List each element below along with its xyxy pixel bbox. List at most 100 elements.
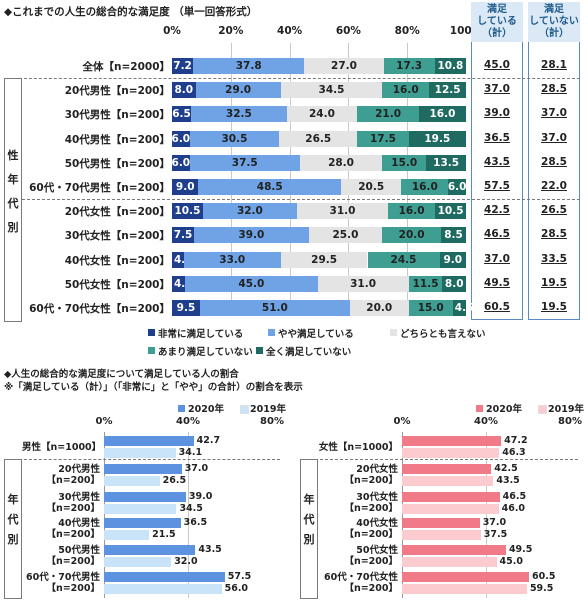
bar-segment: 7.2: [172, 58, 194, 74]
x-tick-label: 0%: [163, 25, 181, 37]
gridline: [407, 43, 409, 313]
bar-value-label: 34.1: [178, 447, 203, 458]
x-tick-label: 60%: [335, 25, 361, 37]
separator: [300, 459, 578, 460]
legend-label: 2019年: [548, 404, 584, 415]
bar-segment: 33.0: [183, 251, 281, 268]
summary-value: 37.0: [541, 131, 567, 144]
bar-value-label: 32.0: [174, 556, 198, 567]
x-tick-label: 40%: [474, 416, 498, 427]
separator: [22, 199, 580, 201]
group-box-age: [4, 459, 22, 599]
bar-value-label: 42.7: [196, 435, 221, 446]
bar-segment: 29.0: [195, 82, 281, 99]
legend-label: 2019年: [250, 404, 286, 415]
bar-segment: 24.5: [367, 251, 440, 268]
row-label: 60代・70代女性【n=200】: [29, 303, 170, 315]
bar-segment: 24.0: [286, 106, 358, 123]
bar-segment: 17.3: [383, 58, 435, 74]
summary-value: 28.5: [541, 228, 567, 241]
bar-value-label: 36.5: [183, 517, 208, 528]
chart-title: ◆これまでの人生の総合的な満足度 （単一回答形式）: [4, 6, 258, 18]
bar-value-label: 43.5: [496, 475, 520, 486]
group-label-age: 年 代 別: [303, 493, 315, 546]
bar-segment: 9.0: [172, 179, 199, 195]
legend-label: あまり満足していない: [158, 347, 253, 358]
bar-value-label: 46.0: [501, 503, 526, 514]
gridline: [348, 43, 350, 313]
bar-segment: 25.0: [308, 227, 383, 244]
gridline: [188, 432, 189, 598]
bar-segment: 15.0: [382, 154, 427, 171]
summary-header: 満足 している （計）: [477, 4, 517, 39]
summary-value: 33.5: [541, 252, 567, 265]
summary-value: 22.0: [541, 180, 567, 192]
bar-value-label: 39.0: [188, 491, 213, 502]
separator: [4, 78, 580, 80]
x-tick-label: 20%: [218, 25, 244, 37]
chart-title: ◆人生の総合的な満足度について満足している人の割合: [4, 369, 239, 380]
group-label-age: 年 代 別: [7, 493, 19, 546]
gridline: [230, 43, 232, 313]
legend-swatch: [268, 329, 275, 336]
summary-value: 37.0: [484, 83, 510, 96]
x-tick-label: 0%: [393, 416, 411, 427]
row-label: 女性【n=1000】: [318, 442, 398, 453]
bar: [402, 530, 481, 540]
bar: [104, 545, 196, 555]
legend-label: どちらとも言えない: [400, 329, 486, 340]
bar: [104, 436, 194, 446]
bar-value-label: 57.5: [227, 571, 252, 582]
bar-segment: 26.5: [279, 130, 358, 147]
bar-segment: 28.0: [299, 154, 383, 171]
bar-segment: 12.5: [429, 82, 466, 99]
row-label: 50代女性 【n=200】: [344, 545, 398, 567]
summary-value: 36.5: [484, 131, 510, 144]
legend-swatch: [538, 405, 547, 414]
summary-value: 46.5: [484, 228, 510, 241]
bar-segment: 15.0: [408, 300, 453, 316]
bar-segment: 30.5: [189, 130, 280, 147]
bar-value-label: 60.5: [532, 571, 556, 582]
row-label: 30代男性【n=200】: [64, 109, 170, 122]
bar: [104, 476, 160, 486]
x-tick-label: 80%: [394, 25, 420, 37]
bar-value-label: 59.5: [529, 583, 554, 594]
summary-value: 28.5: [541, 155, 567, 168]
legend-label: 全く満足していない: [266, 347, 352, 358]
row-label: 20代女性【n=200】: [64, 206, 170, 219]
row-label: 男性【n=1000】: [22, 442, 102, 453]
summary-value: 19.5: [541, 276, 567, 289]
row-label: 50代男性【n=200】: [64, 157, 170, 170]
bar: [402, 545, 506, 555]
bar-segment: 4.5: [172, 275, 193, 292]
row-label: 全体【n=2000】: [82, 61, 171, 73]
x-tick-label: 80%: [558, 416, 582, 427]
bar-segment: 16.0: [382, 82, 430, 99]
bar-segment: 13.5: [426, 154, 466, 171]
bar-value-label: 46.5: [502, 491, 527, 502]
group-box-age: [300, 459, 318, 599]
bar-segment: 48.5: [198, 179, 342, 195]
bar-segment: 31.0: [296, 203, 389, 220]
bar-segment: 8.5: [441, 227, 466, 244]
axis-line: [104, 432, 105, 598]
gridline: [289, 43, 291, 313]
x-tick-label: 40%: [277, 25, 303, 37]
bar-segment: 4.5: [452, 300, 474, 316]
legend-swatch: [256, 347, 263, 354]
bar: [104, 448, 176, 458]
legend-swatch: [178, 405, 185, 412]
bar-segment: 32.5: [191, 106, 287, 123]
bar-segment: 9.0: [439, 251, 466, 268]
summary-header-bg: [471, 2, 523, 42]
group-label-gender-age: 性 年 代 別: [7, 149, 19, 235]
summary-value: 28.1: [541, 59, 567, 71]
row-label: 40代女性 【n=200】: [344, 518, 398, 540]
bar: [402, 492, 500, 502]
bar-segment: 8.0: [442, 275, 466, 292]
bar-segment: 10.8: [434, 58, 467, 74]
bar: [402, 504, 499, 514]
bar-segment: 20.0: [349, 300, 409, 316]
bar-segment: 39.0: [194, 227, 309, 244]
